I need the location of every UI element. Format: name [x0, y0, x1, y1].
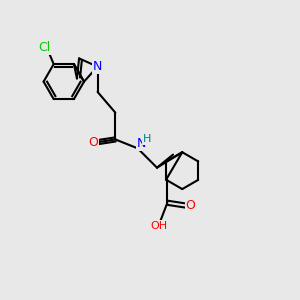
Text: Cl: Cl	[39, 41, 51, 54]
Text: O: O	[185, 199, 195, 212]
Text: N: N	[136, 137, 146, 150]
Text: N: N	[93, 60, 102, 73]
Text: O: O	[89, 136, 99, 149]
Text: OH: OH	[150, 220, 167, 231]
Text: H: H	[142, 134, 151, 144]
